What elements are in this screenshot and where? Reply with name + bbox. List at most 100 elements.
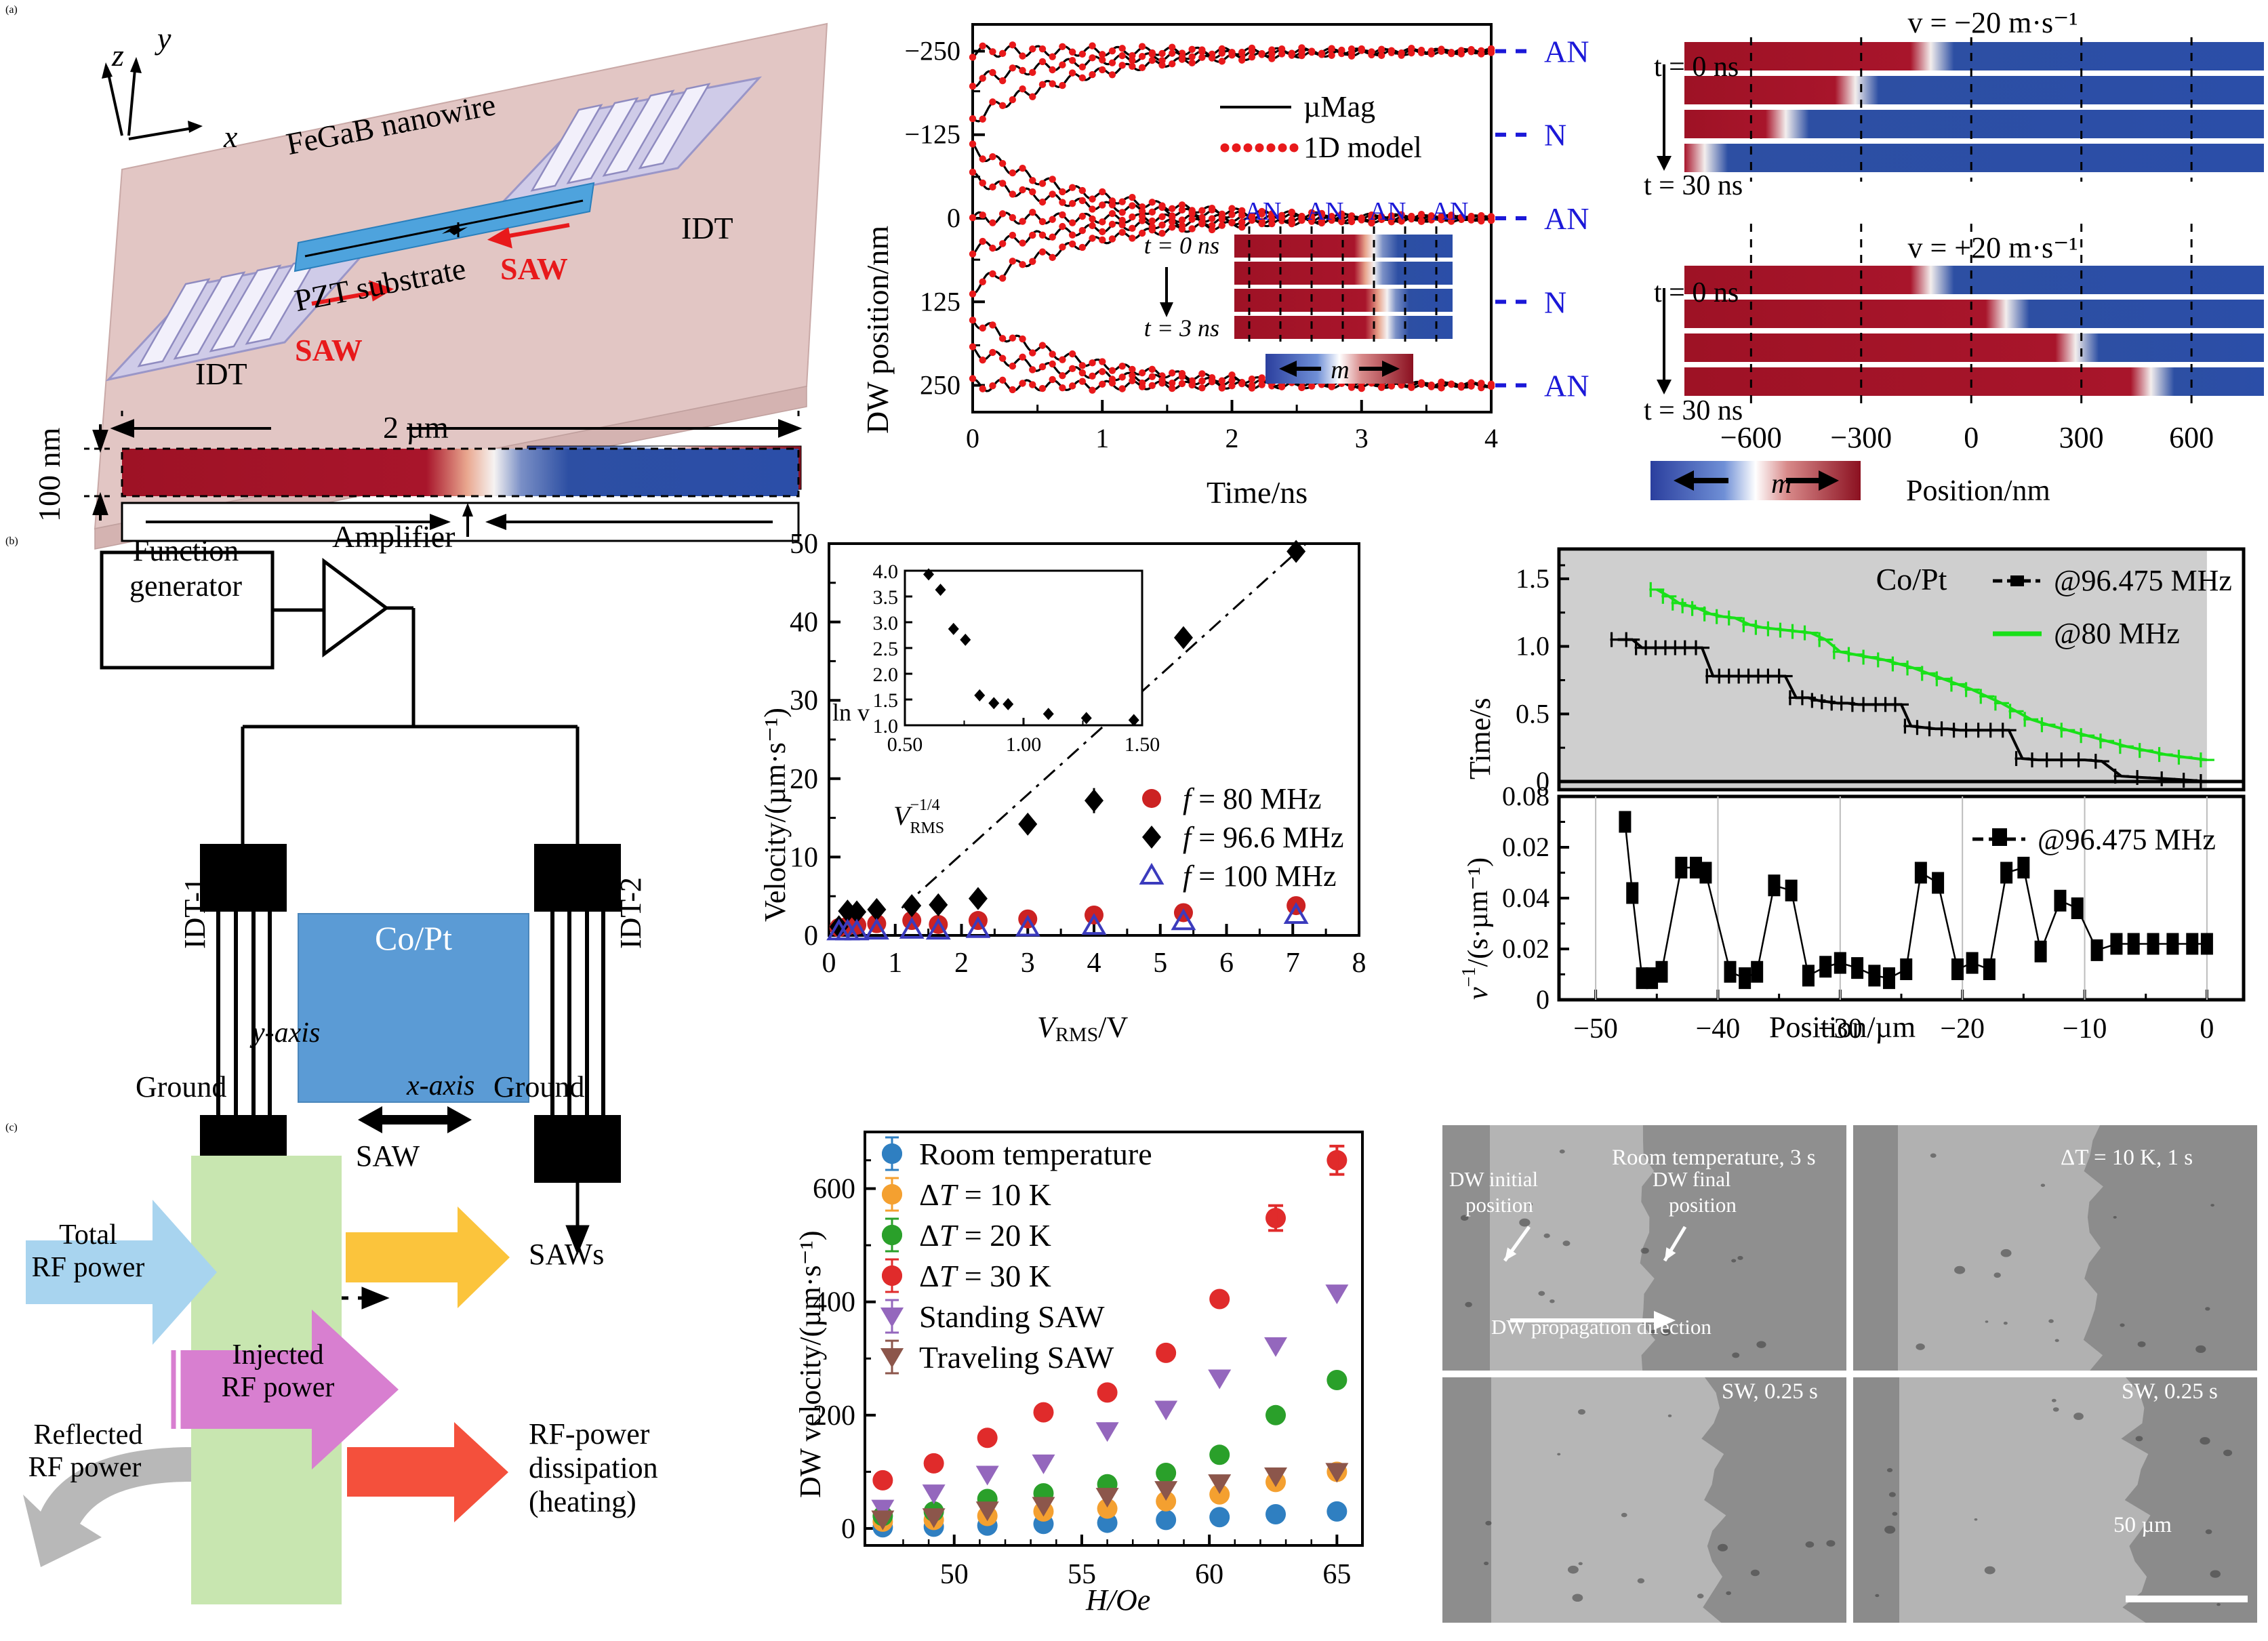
dw-velocity-chart: 0 200 400 600 50 55 60 65 Room temperature ΔT = 1…: [779, 1112, 1390, 1640]
dw-initial-label-2: position: [1465, 1193, 1533, 1217]
panel-a-label: (a): [5, 4, 18, 16]
svg-text:0.5: 0.5: [1516, 698, 1550, 729]
dwvel-ylabel: DW velocity/(µm·s⁻¹): [793, 1230, 828, 1498]
length-label: 2 µm: [383, 409, 449, 445]
svg-text:600: 600: [2169, 421, 2214, 454]
idt1-fingers: [218, 881, 270, 1146]
velocity-chart-xlabel: VRMS/V: [1037, 1010, 1128, 1047]
svg-text:−250: −250: [904, 35, 960, 66]
m-symbol-strips: m: [1771, 468, 1791, 500]
idt1-label: IDT-1: [178, 877, 212, 949]
micrograph-grid: [1442, 1125, 2261, 1630]
dissipation-arrow: [347, 1422, 508, 1522]
circuit-wires: [243, 608, 578, 847]
idt-right-label: IDT: [681, 210, 733, 246]
svg-text:2: 2: [954, 948, 969, 979]
inset-v-sub: RMS: [910, 820, 944, 836]
svg-text:N: N: [1544, 118, 1566, 153]
function-generator-label-2: generator: [107, 571, 264, 602]
svg-text:−125: −125: [904, 119, 960, 150]
svg-text:1.5: 1.5: [1516, 563, 1550, 594]
svg-text:1: 1: [1095, 423, 1109, 453]
svg-text:4.0: 4.0: [873, 561, 899, 583]
svg-text:65: 65: [1322, 1559, 1351, 1590]
svg-text:50: 50: [940, 1559, 969, 1590]
idt2-top-pad: [534, 844, 621, 912]
svg-text:Traveling SAW: Traveling SAW: [919, 1340, 1114, 1375]
saw-label-left: SAW: [295, 332, 363, 368]
svg-text:300: 300: [2059, 421, 2104, 454]
micro-bl-caption: SW, 0.25 s: [2122, 1379, 2218, 1404]
ground-left-label: Ground: [136, 1070, 226, 1104]
axis-y-label: y: [157, 20, 171, 56]
svg-text:3.0: 3.0: [873, 612, 899, 634]
svg-text:8: 8: [1352, 948, 1366, 979]
scalebar-label: 50 µm: [2113, 1513, 2172, 1538]
svg-text:2.5: 2.5: [873, 638, 899, 660]
svg-text:20: 20: [790, 764, 818, 795]
idt2-fingers: [552, 881, 603, 1146]
svg-text:125: 125: [920, 286, 960, 317]
idt1-top-pad: [200, 844, 287, 912]
saws-arrow: [346, 1207, 510, 1308]
invv-chart-ylabel: v−1/(s·µm⁻¹): [1459, 857, 1495, 1000]
figure-root: (a): [0, 0, 2268, 1641]
svg-text:Standing SAW: Standing SAW: [919, 1299, 1105, 1334]
svg-text:3: 3: [1355, 423, 1369, 453]
svg-text:1: 1: [888, 948, 902, 979]
strips-title-bottom: v = +20 m·s⁻¹: [1735, 230, 2250, 265]
function-generator-label-1: Function: [107, 535, 264, 567]
svg-text:0: 0: [804, 920, 818, 952]
svg-text:−300: −300: [1830, 421, 1892, 454]
svg-text:0: 0: [2200, 1013, 2214, 1045]
dw-position-chart: 250 125 0 −125 −250 0 1 2 3 4 AN N AN N AN µMag 1D model…: [851, 5, 1596, 521]
svg-text:30: 30: [790, 685, 818, 716]
dissipation-label-1: RF-power: [529, 1417, 649, 1451]
svg-text:0.04: 0.04: [1502, 883, 1550, 913]
svg-text:AN: AN: [1369, 197, 1406, 226]
svg-text:0.08: 0.08: [1502, 781, 1550, 811]
total-rf-label-2: RF power: [7, 1253, 169, 1283]
strips-t30-bottom: t = 30 ns: [1644, 394, 1743, 427]
svg-text:ΔT = 30 K: ΔT = 30 K: [919, 1259, 1051, 1293]
svg-text:−10: −10: [2063, 1013, 2107, 1045]
svg-text:µMag: µMag: [1303, 90, 1375, 123]
svg-text:5: 5: [1153, 948, 1167, 979]
inset-lnv: ln v: [832, 699, 870, 726]
time-position-chart: 0 0.5 1.0 1.5 Co/Pt @96.475 MHz @80 MHz 0 0.02 0.…: [1457, 525, 2268, 1061]
micro-br-caption: SW, 0.25 s: [1722, 1379, 1818, 1404]
svg-text:4: 4: [1484, 423, 1498, 453]
saw-label-right: SAW: [500, 251, 568, 287]
svg-text:AN: AN: [1544, 369, 1589, 403]
svg-text:AN: AN: [1244, 197, 1282, 226]
svg-text:−50: −50: [1573, 1013, 1618, 1045]
velocity-inset-ylabel: ln v: [832, 698, 870, 727]
saws-label: SAWs: [529, 1237, 604, 1272]
x-axis-label-b: x-axis: [407, 1070, 474, 1102]
svg-text:f = 80 MHz: f = 80 MHz: [1183, 782, 1321, 815]
dw-final-label-2: position: [1669, 1193, 1737, 1217]
strips-t30-top: t = 30 ns: [1644, 169, 1743, 202]
reflected-rf-label-1: Reflected: [7, 1419, 169, 1451]
dw-chart-ylabel: DW position/nm: [859, 226, 895, 434]
svg-text:250: 250: [920, 370, 960, 401]
svg-text:m: m: [1331, 356, 1349, 384]
svg-text:0: 0: [1536, 984, 1550, 1015]
svg-text:Co/Pt: Co/Pt: [1876, 562, 1947, 596]
svg-text:AN: AN: [1307, 197, 1344, 226]
width-label: 100 nm: [31, 428, 67, 522]
svg-text:@80 MHz: @80 MHz: [2054, 617, 2180, 650]
svg-text:600: 600: [813, 1174, 855, 1205]
svg-text:40: 40: [790, 607, 818, 639]
invv-base: v: [1463, 987, 1494, 1000]
svg-text:2.0: 2.0: [873, 664, 899, 686]
svg-text:0.02: 0.02: [1502, 832, 1550, 862]
strips-xlabel: Position/nm: [1906, 473, 2050, 508]
axis-z-label: z: [112, 37, 124, 73]
svg-text:f = 100 MHz: f = 100 MHz: [1183, 859, 1336, 893]
svg-text:60: 60: [1195, 1559, 1223, 1590]
amplifier-label: Amplifier: [332, 519, 455, 554]
svg-text:1.00: 1.00: [1006, 733, 1042, 756]
y-axis-label-b: y-axis: [252, 1017, 320, 1049]
svg-text:50: 50: [790, 529, 818, 560]
